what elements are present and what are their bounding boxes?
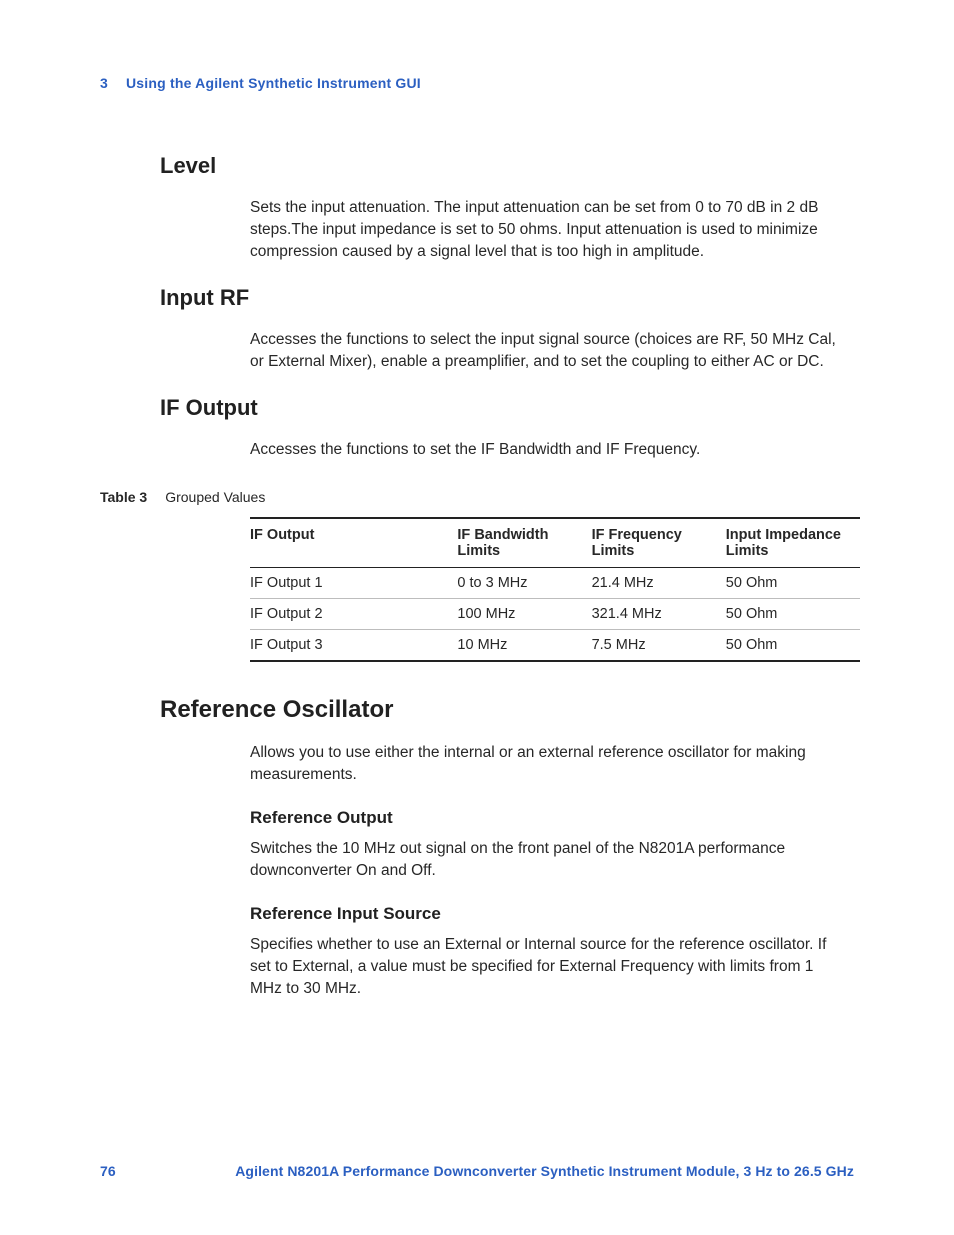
table-row: IF Output 1 0 to 3 MHz 21.4 MHz 50 Ohm (250, 568, 860, 599)
table-caption: Table 3 Grouped Values (100, 489, 854, 505)
table-cell: 50 Ohm (726, 568, 860, 599)
table-label: Table 3 (100, 489, 147, 505)
body-input-rf: Accesses the functions to select the inp… (100, 329, 854, 373)
table-cell: 50 Ohm (726, 599, 860, 630)
table-cell: IF Output 2 (250, 599, 457, 630)
chapter-title: Using the Agilent Synthetic Instrument G… (126, 75, 421, 91)
subheading-reference-output: Reference Output (100, 808, 854, 828)
table-row: IF Output 3 10 MHz 7.5 MHz 50 Ohm (250, 630, 860, 662)
body-reference-output: Switches the 10 MHz out signal on the fr… (100, 838, 854, 882)
running-header: 3 Using the Agilent Synthetic Instrument … (100, 75, 854, 91)
heading-input-rf: Input RF (100, 285, 854, 311)
table-grouped-values: IF Output IF Bandwidth Limits IF Frequen… (250, 517, 860, 662)
page-number: 76 (100, 1163, 116, 1179)
body-reference-input-source: Specifies whether to use an External or … (100, 934, 854, 1000)
table-header-cell: IF Output (250, 518, 457, 568)
heading-reference-oscillator: Reference Oscillator (100, 696, 854, 724)
table-cell: 50 Ohm (726, 630, 860, 662)
body-if-output: Accesses the functions to set the IF Ban… (100, 439, 854, 461)
body-level: Sets the input attenuation. The input at… (100, 197, 854, 263)
page-footer: 76 Agilent N8201A Performance Downconver… (100, 1163, 854, 1179)
table-cell: 100 MHz (457, 599, 591, 630)
table-cell: 21.4 MHz (592, 568, 726, 599)
table-header-cell: IF Frequency Limits (592, 518, 726, 568)
table-cell: 7.5 MHz (592, 630, 726, 662)
heading-level: Level (100, 153, 854, 179)
table-header-cell: IF Bandwidth Limits (457, 518, 591, 568)
table-cell: 0 to 3 MHz (457, 568, 591, 599)
chapter-number: 3 (100, 75, 108, 91)
doc-title: Agilent N8201A Performance Downconverter… (235, 1163, 854, 1179)
table-cell: 10 MHz (457, 630, 591, 662)
heading-if-output: IF Output (100, 395, 854, 421)
table-cell: IF Output 3 (250, 630, 457, 662)
subheading-reference-input-source: Reference Input Source (100, 904, 854, 924)
table-cell: 321.4 MHz (592, 599, 726, 630)
table-row: IF Output 2 100 MHz 321.4 MHz 50 Ohm (250, 599, 860, 630)
table-header-cell: Input Impedance Limits (726, 518, 860, 568)
table-caption-text: Grouped Values (165, 489, 265, 505)
table-cell: IF Output 1 (250, 568, 457, 599)
body-reference-oscillator: Allows you to use either the internal or… (100, 742, 854, 786)
table-header-row: IF Output IF Bandwidth Limits IF Frequen… (250, 518, 860, 568)
page: 3 Using the Agilent Synthetic Instrument … (0, 0, 954, 1235)
